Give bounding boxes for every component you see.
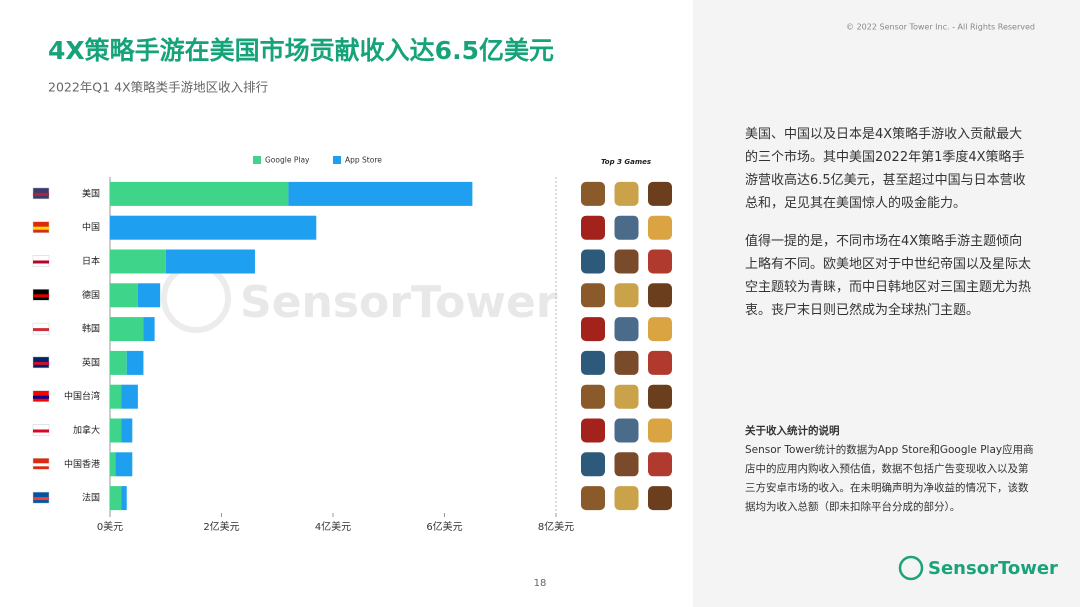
game-icon [648, 181, 672, 206]
legend-swatch [333, 156, 341, 164]
bar [110, 418, 122, 443]
bar [110, 452, 116, 477]
chart-title: 4X策略手游在美国市场贡献收入达6.5亿美元 [48, 36, 554, 65]
bar [110, 249, 166, 274]
y-tick-label: 中国台湾 [64, 390, 100, 402]
flag [33, 429, 49, 433]
bar [110, 181, 289, 206]
game-icon [614, 384, 639, 409]
game-icon [648, 249, 672, 274]
x-tick-label: 8亿美元 [538, 520, 574, 533]
bar [143, 317, 155, 342]
bar [110, 486, 122, 511]
y-tick-label: 加拿大 [73, 424, 100, 436]
bar [137, 283, 161, 308]
game-icon [581, 283, 605, 308]
flag [33, 192, 49, 196]
paragraph: 美国、中国以及日本是4X策略手游收入贡献最大的三个市场。其中美国2022年第1季… [745, 127, 1026, 211]
legend-label: Google Play [265, 156, 310, 165]
game-icon [648, 418, 672, 443]
game-icon [614, 181, 639, 206]
bar [110, 317, 144, 342]
y-tick-label: 英国 [82, 356, 100, 368]
bar [121, 418, 133, 443]
bar [121, 384, 138, 409]
flag [33, 294, 49, 298]
x-tick-label: 0美元 [97, 520, 123, 533]
y-tick-label: 德国 [82, 289, 100, 301]
bar [165, 249, 255, 274]
legend-swatch [253, 156, 261, 164]
games-header: Top 3 Games [601, 158, 651, 166]
y-tick-label: 中国 [82, 221, 100, 233]
y-tick-label: 韩国 [82, 323, 100, 335]
watermark: SensorTower [240, 277, 558, 328]
game-icon [648, 384, 672, 409]
y-tick-label: 法国 [82, 492, 100, 504]
x-tick-label: 2亿美元 [203, 520, 239, 533]
game-icon [614, 283, 639, 308]
game-icon [581, 486, 605, 511]
y-tick-label: 日本 [82, 255, 100, 267]
y-tick-label: 美国 [82, 187, 100, 199]
x-tick-label: 4亿美元 [315, 520, 351, 533]
bar [110, 283, 138, 308]
bar [288, 181, 473, 206]
flag [33, 395, 49, 399]
logo: SensorTower [928, 558, 1058, 579]
flag [33, 361, 49, 365]
game-icon [648, 452, 672, 477]
game-icon [614, 215, 639, 240]
flag [33, 328, 49, 332]
game-icon [581, 181, 605, 206]
bar [121, 486, 127, 511]
game-icon [581, 350, 605, 375]
game-icon [614, 418, 639, 443]
game-icon [648, 215, 672, 240]
bar [110, 384, 122, 409]
game-icon [614, 486, 639, 511]
game-icon [614, 350, 639, 375]
game-icon [581, 452, 605, 477]
y-tick-label: 中国香港 [64, 458, 100, 470]
note-title: 关于收入统计的说明 [745, 425, 840, 437]
game-icon [648, 486, 672, 511]
page-number: 18 [534, 578, 547, 589]
game-icon [648, 317, 672, 342]
paragraph: 值得一提的是，不同市场在4X策略手游主题倾向上略有不同。欧美地区对于中世纪帝国以… [745, 234, 1032, 318]
game-icon [581, 384, 605, 409]
bar [110, 350, 127, 375]
game-icon [648, 350, 672, 375]
watermark-icon [161, 263, 231, 333]
note-body: Sensor Tower统计的数据为App Store和Google Play应… [745, 444, 1034, 513]
game-icon [614, 452, 639, 477]
flag [33, 260, 49, 264]
chart-subtitle: 2022年Q1 4X策略类手游地区收入排行 [48, 80, 268, 95]
bar [115, 452, 133, 477]
flag [33, 497, 49, 501]
flag [33, 226, 49, 230]
bar [110, 215, 317, 240]
logo-icon [898, 555, 924, 581]
game-icon [648, 283, 672, 308]
legend-label: App Store [345, 156, 382, 165]
game-icon [581, 249, 605, 274]
side-panel [693, 0, 1080, 607]
bar [126, 350, 144, 375]
game-icon [581, 317, 605, 342]
game-icon [614, 317, 639, 342]
copyright: © 2022 Sensor Tower Inc. - All Rights Re… [846, 23, 1035, 32]
game-icon [581, 418, 605, 443]
flag [33, 463, 49, 467]
game-icon [581, 215, 605, 240]
x-tick-label: 6亿美元 [426, 520, 462, 533]
game-icon [614, 249, 639, 274]
